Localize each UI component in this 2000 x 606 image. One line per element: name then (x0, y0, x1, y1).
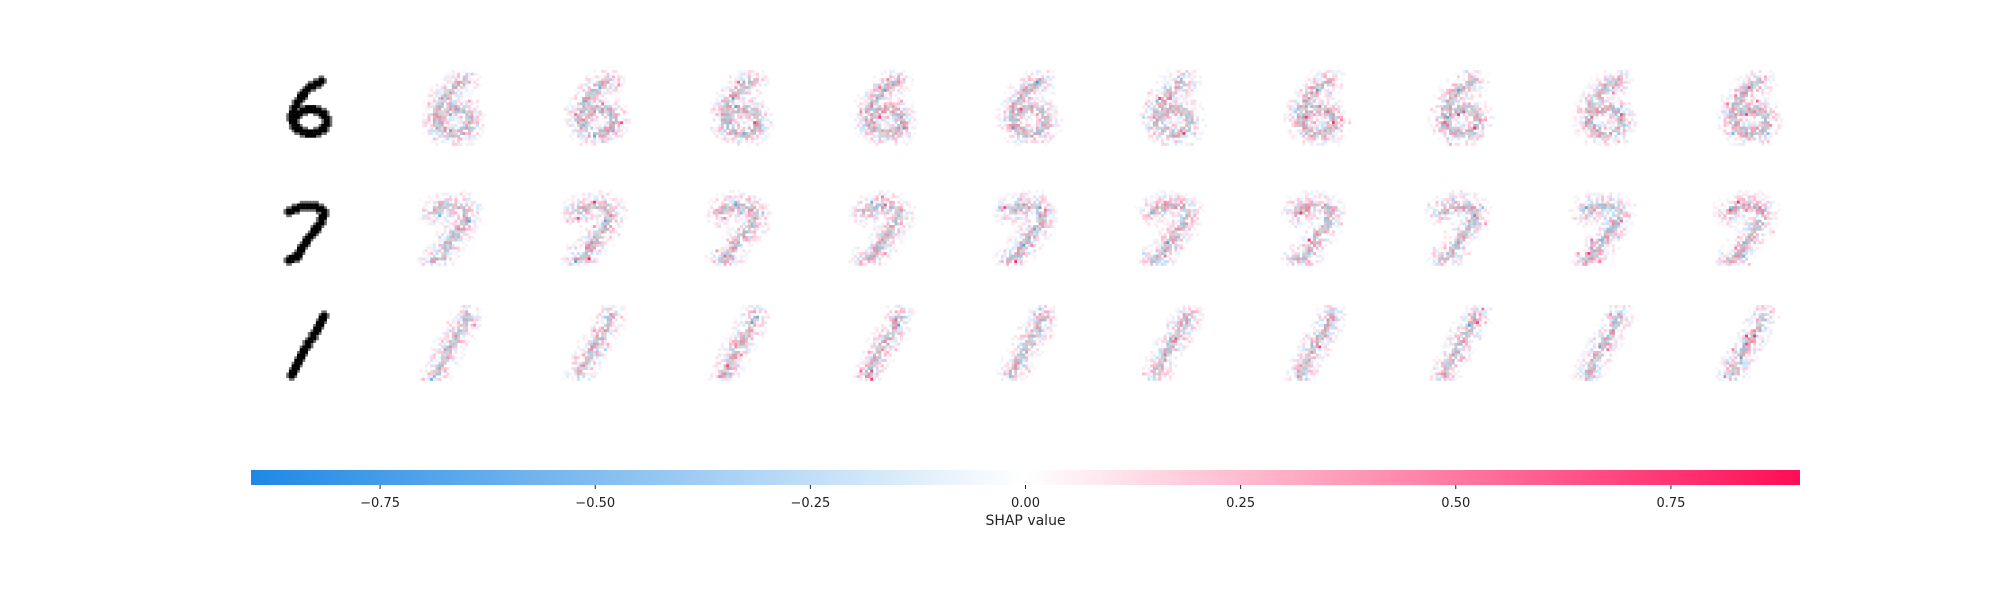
shap-map-6-3 (854, 70, 920, 146)
colorbar-tick-label: −0.75 (360, 496, 400, 511)
digit-image-1 (286, 310, 330, 381)
shap-map-6-5 (1139, 70, 1208, 146)
image-grid (283, 70, 1784, 381)
shap-map-6-0 (422, 70, 488, 146)
shap-map-1-6 (1283, 305, 1349, 381)
shap-map-7-5 (1134, 190, 1205, 266)
colorbar-tick-label: 0.00 (1011, 496, 1040, 511)
colorbar-tick-label: 0.50 (1441, 496, 1470, 511)
shap-map-1-9 (1715, 305, 1781, 381)
shap-map-6-6 (1283, 70, 1352, 146)
shap-map-7-4 (992, 190, 1058, 266)
shap-map-1-1 (560, 305, 629, 381)
colorbar: −0.75 −0.50 −0.25 0.00 0.25 0.50 0.75 SHAP val… (251, 470, 1800, 529)
shap-map-1-0 (419, 305, 488, 381)
digit-image-6 (286, 75, 333, 138)
shap-map-7-0 (416, 190, 485, 266)
shap-map-6-9 (1715, 70, 1784, 146)
shap-map-7-9 (1712, 190, 1781, 266)
colorbar-tick-label: −0.25 (790, 496, 830, 511)
colorbar-tick-label: −0.50 (575, 496, 615, 511)
shap-map-7-2 (704, 190, 773, 266)
shap-map-6-7 (1427, 70, 1496, 146)
shap-map-1-4 (995, 305, 1058, 381)
colorbar-tick-label: 0.75 (1656, 496, 1685, 511)
shap-map-6-1 (563, 70, 632, 146)
shap-map-7-6 (1280, 190, 1349, 266)
shap-map-1-8 (1568, 305, 1640, 381)
shap-map-6-4 (995, 70, 1064, 146)
shap-map-7-7 (1424, 190, 1493, 266)
shap-map-7-8 (1568, 190, 1637, 266)
shap-map-1-5 (1142, 305, 1205, 381)
colorbar-bar (251, 470, 1800, 485)
digit-image-7 (283, 200, 330, 266)
colorbar-ticks: −0.75 −0.50 −0.25 0.00 0.25 0.50 0.75 (360, 485, 1685, 511)
shap-map-7-1 (560, 190, 629, 266)
shap-map-1-2 (707, 305, 773, 381)
colorbar-label: SHAP value (985, 513, 1065, 529)
shap-map-6-8 (1571, 70, 1640, 146)
shap-map-6-2 (710, 70, 776, 146)
colorbar-tick-label: 0.25 (1226, 496, 1255, 511)
shap-map-7-3 (848, 190, 917, 266)
shap-map-1-3 (851, 305, 917, 381)
shap-map-1-7 (1430, 305, 1493, 381)
